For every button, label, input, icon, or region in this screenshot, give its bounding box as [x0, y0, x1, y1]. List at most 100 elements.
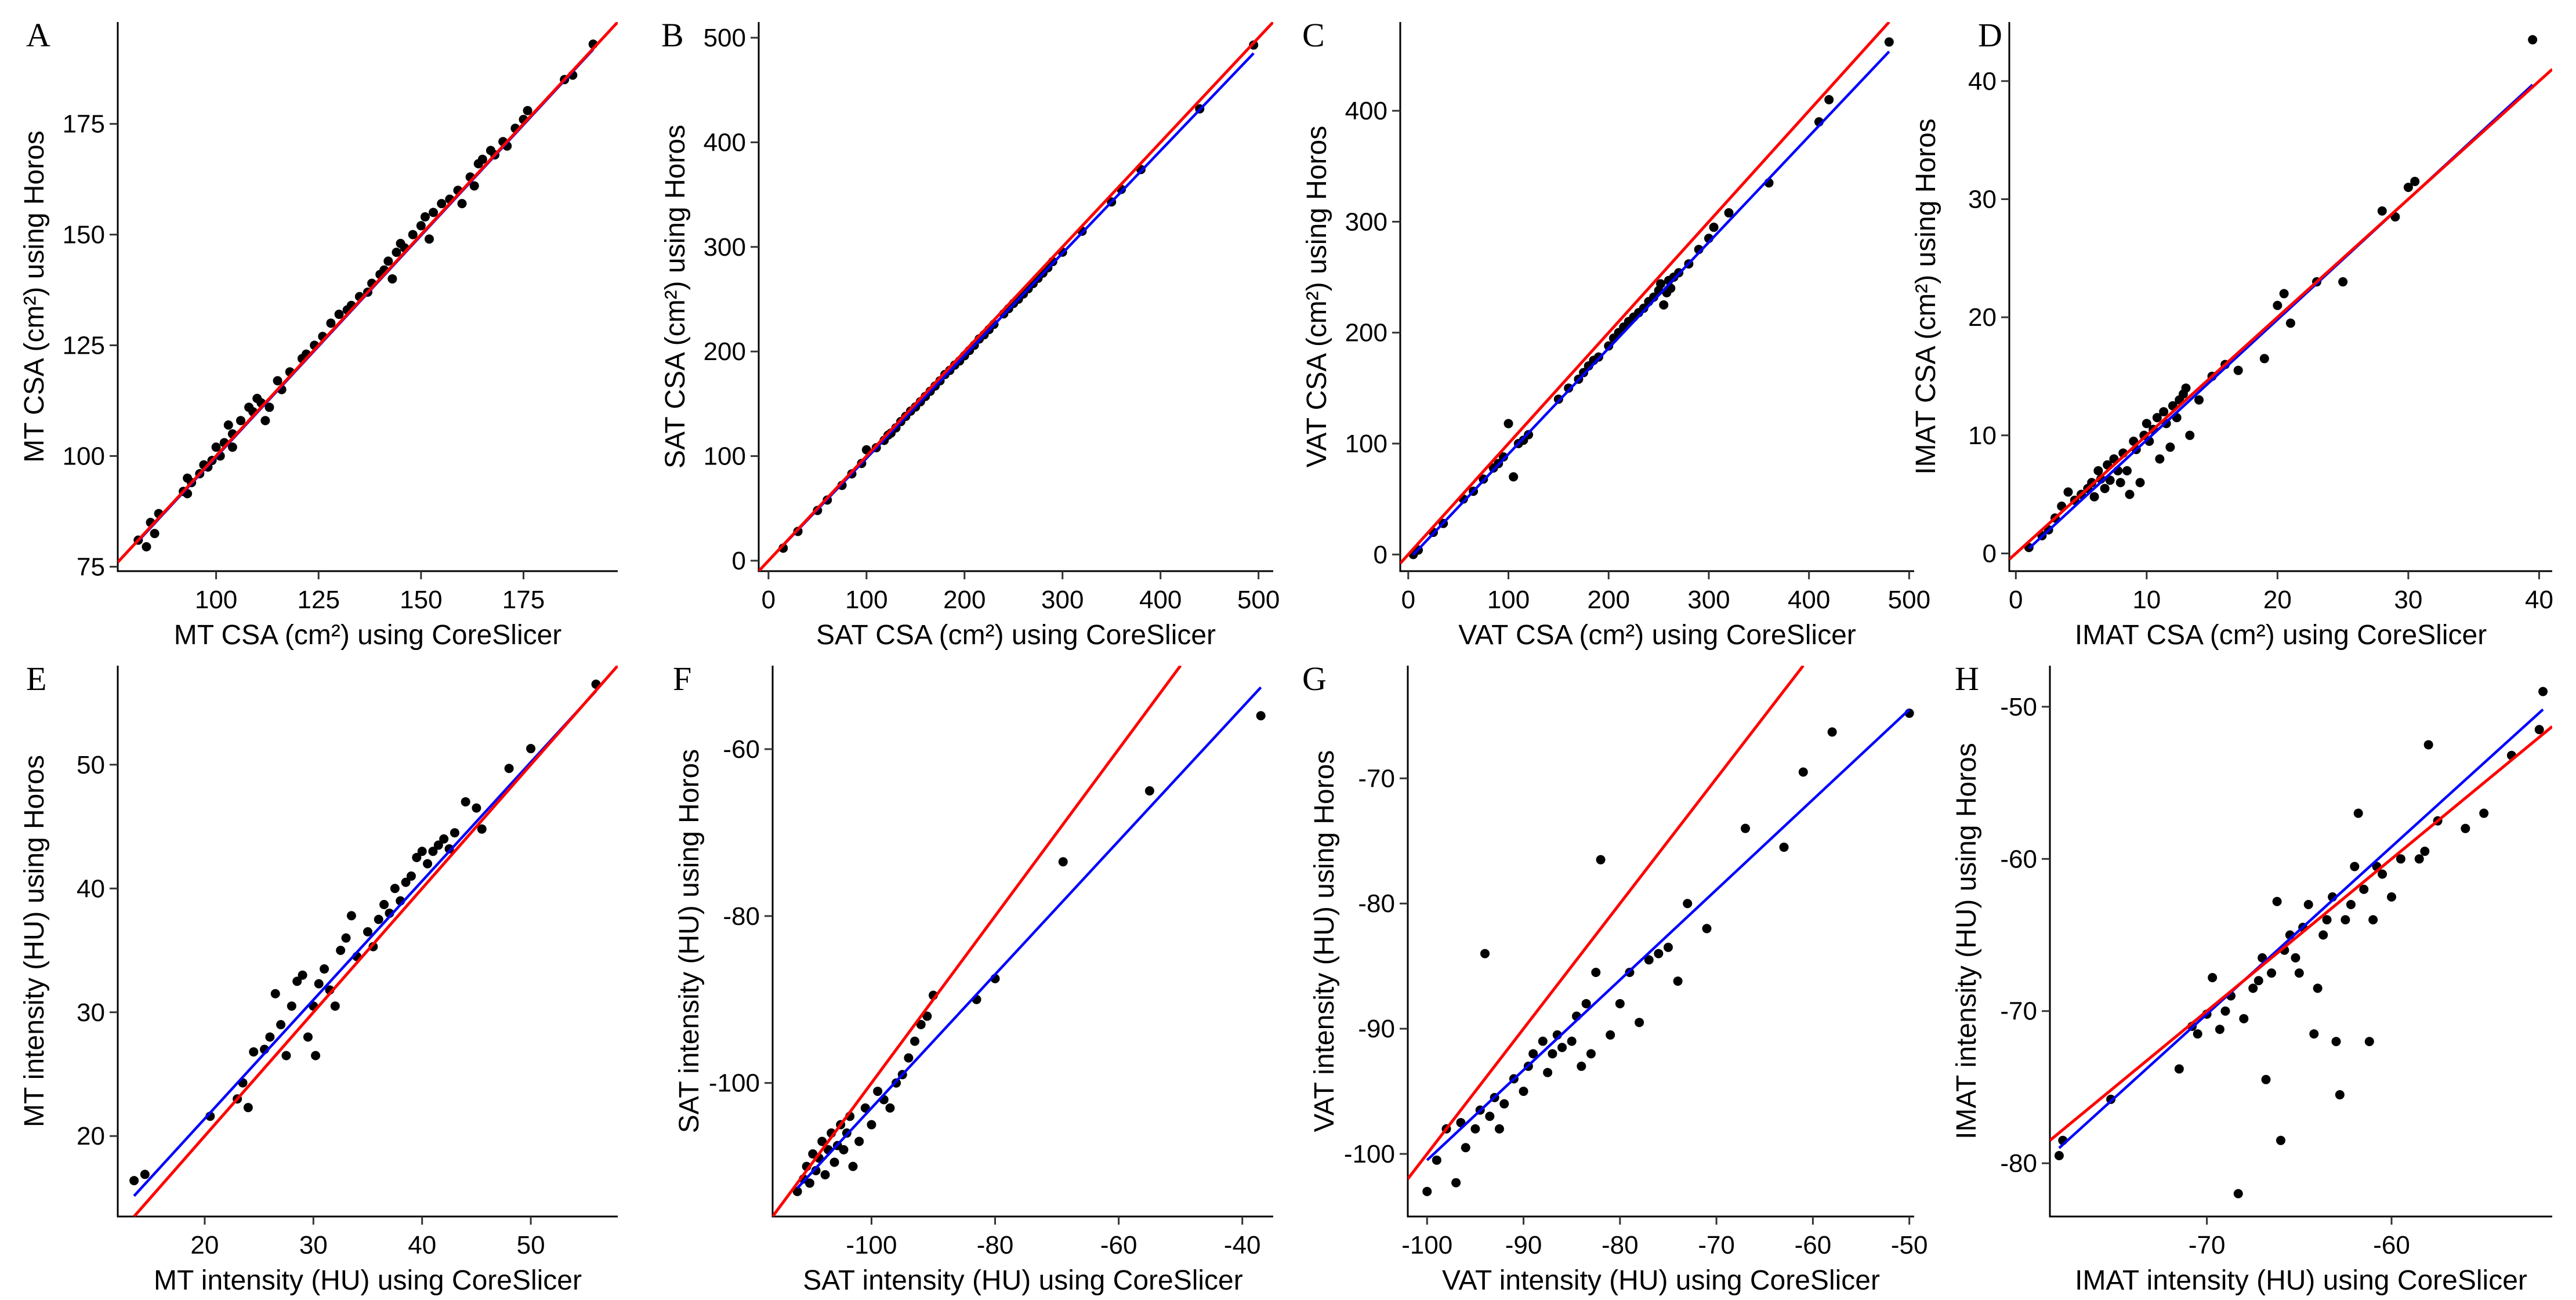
data-point	[423, 859, 433, 869]
y-tick-label-g: -70	[1358, 764, 1395, 793]
data-point	[437, 199, 447, 209]
x-tick-label-h: -70	[2189, 1231, 2226, 1259]
data-point	[2538, 687, 2548, 696]
panel-c: C 0 100 200 300 400 500 0 100 200 300 400 VAT CSA (c…	[1302, 16, 1930, 651]
data-point	[2387, 892, 2397, 902]
data-point	[2340, 915, 2350, 925]
regression-line-f	[796, 686, 1262, 1189]
x-tick-label-e: 40	[408, 1231, 436, 1259]
data-point	[1579, 368, 1589, 377]
data-point	[439, 834, 449, 844]
data-point	[2193, 1029, 2202, 1039]
data-point	[2087, 478, 2097, 488]
data-point	[2248, 983, 2258, 993]
data-point	[383, 256, 393, 266]
data-point	[2253, 976, 2263, 986]
data-point	[260, 416, 270, 426]
data-point	[2331, 1037, 2341, 1047]
y-axis-title-g: VAT intensity (HU) using Horos	[1309, 750, 1340, 1132]
data-point	[1644, 955, 1654, 965]
y-axis-title-f: SAT intensity (HU) using Horos	[674, 749, 705, 1133]
panel-letter-f: F	[673, 660, 691, 698]
data-point	[292, 976, 302, 986]
plot-area-d	[2009, 35, 2552, 561]
data-point	[287, 1001, 296, 1011]
data-point	[1256, 711, 1266, 721]
x-tick-label-b: 0	[762, 586, 776, 614]
data-point	[1741, 823, 1750, 833]
y-tick-label-h: -70	[2000, 997, 2037, 1026]
data-point	[334, 310, 344, 319]
data-point	[2420, 847, 2430, 856]
data-point	[2159, 407, 2169, 417]
data-point	[2233, 365, 2243, 375]
data-point	[1543, 1067, 1553, 1077]
y-axis-title-d: IMAT CSA (cm²) using Horos	[1911, 118, 1941, 474]
data-point	[1548, 1049, 1557, 1059]
regression-line-e	[133, 690, 597, 1197]
y-tick-label-d: 30	[1968, 185, 1997, 213]
x-axis-title-c: VAT CSA (cm²) using CoreSlicer	[1458, 620, 1856, 651]
x-tick-label-d: 40	[2525, 586, 2553, 614]
x-tick-label-g: -90	[1505, 1231, 1542, 1259]
plot-area-a	[118, 22, 618, 564]
data-point	[2396, 854, 2405, 864]
data-point	[223, 420, 233, 430]
data-point	[2174, 1064, 2184, 1074]
x-tick-label-b: 300	[1041, 586, 1084, 614]
y-axis-title-c: VAT CSA (cm²) using Horos	[1302, 126, 1332, 467]
y-tick-label-g: -90	[1358, 1015, 1395, 1043]
data-point	[1498, 452, 1508, 462]
data-point	[2122, 466, 2132, 475]
data-point	[2414, 854, 2424, 864]
data-point	[1564, 383, 1574, 393]
y-axis-title-h: IMAT intensity (HU) using Horos	[1951, 743, 1982, 1139]
data-point	[2346, 900, 2356, 910]
data-point	[2322, 915, 2332, 925]
data-point	[150, 529, 160, 539]
x-tick-label-a: 175	[502, 586, 545, 614]
x-axis-title-a: MT CSA (cm²) using CoreSlicer	[174, 620, 562, 651]
x-tick-label-g: -100	[1401, 1231, 1452, 1259]
data-point	[2410, 176, 2420, 186]
data-point	[1639, 303, 1649, 313]
data-point	[2403, 183, 2413, 193]
data-point	[922, 1011, 932, 1021]
data-point	[336, 946, 346, 956]
data-point	[504, 764, 514, 774]
data-point	[820, 1170, 830, 1180]
data-point	[1494, 1124, 1504, 1134]
y-tick-label-a: 100	[63, 442, 105, 470]
x-tick-label-f: -60	[1100, 1231, 1137, 1259]
data-point	[2313, 983, 2323, 993]
x-axis-title-f: SAT intensity (HU) using CoreSlicer	[803, 1265, 1242, 1296]
data-point	[1596, 855, 1606, 865]
data-point	[2165, 442, 2175, 452]
y-tick-label-e: 50	[77, 751, 105, 779]
panel-letter-c: C	[1302, 16, 1325, 54]
data-point	[392, 248, 401, 257]
data-point	[2294, 968, 2304, 978]
data-point	[1884, 37, 1894, 47]
x-tick-label-f: -100	[846, 1231, 897, 1259]
y-tick-label-g: -80	[1358, 889, 1395, 918]
x-tick-label-d: 0	[2009, 586, 2023, 614]
data-point	[848, 1161, 858, 1171]
panel-letter-a: A	[26, 16, 50, 54]
y-tick-label-h: -80	[2000, 1149, 2037, 1178]
panel-letter-b: B	[661, 16, 684, 54]
data-point	[2273, 300, 2282, 310]
x-axis-title-g: VAT intensity (HU) using CoreSlicer	[1442, 1265, 1880, 1296]
data-point	[1538, 1036, 1548, 1046]
y-tick-label-e: 30	[77, 998, 105, 1027]
panel-h: H -70 -60 -80 -70 -60 -50 IMAT intensity (HU) u…	[1951, 660, 2552, 1296]
x-tick-label-g: -50	[1891, 1231, 1928, 1259]
data-point	[429, 208, 439, 217]
data-point	[346, 911, 356, 921]
data-point	[1470, 1124, 1480, 1134]
data-point	[428, 847, 438, 856]
data-point	[2353, 808, 2363, 818]
data-point	[140, 1170, 150, 1179]
data-point	[2461, 823, 2470, 833]
